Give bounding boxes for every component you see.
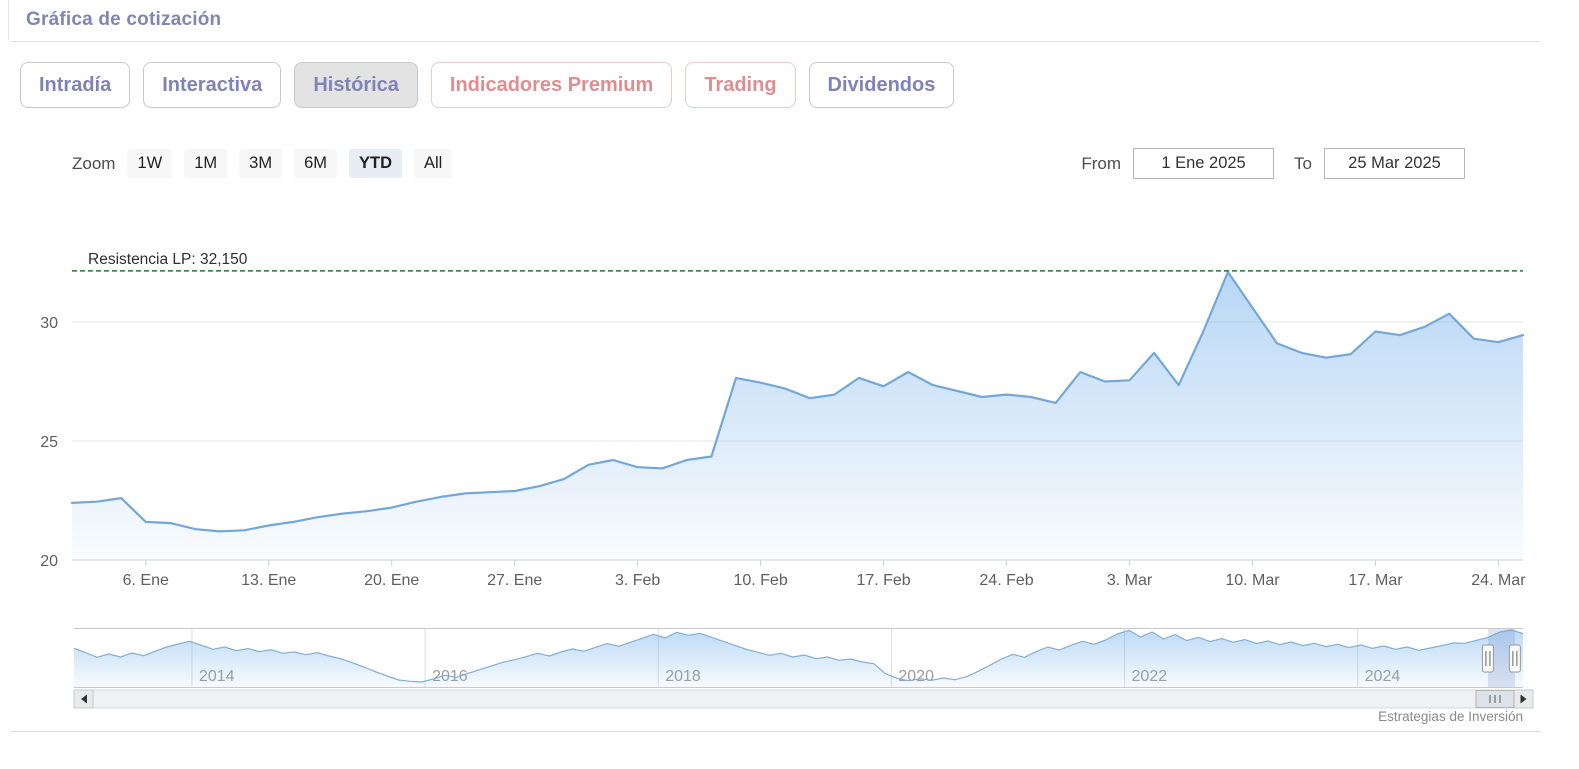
panel-edge-divider (8, 0, 9, 40)
zoom-1m-button[interactable]: 1M (184, 149, 228, 178)
x-axis-label: 10. Feb (733, 572, 787, 589)
scrollbar-right-arrow-icon (1520, 694, 1527, 704)
scrollbar-left-arrow-icon (81, 694, 87, 704)
navigator-area-series (74, 630, 1523, 687)
attribution: Estrategias de Inversión (1378, 709, 1523, 724)
price-area-series[interactable] (72, 272, 1523, 560)
tab-intradia[interactable]: Intradía (20, 62, 131, 108)
chart-tabs: Intradía Interactiva Histórica Indicador… (20, 62, 955, 108)
zoom-all-button[interactable]: All (413, 149, 453, 178)
x-axis-label: 24. Feb (979, 572, 1033, 589)
x-axis-label: 13. Ene (241, 572, 296, 589)
to-label: To (1294, 153, 1312, 173)
x-axis-label: 24. Mar (1471, 572, 1526, 589)
from-date-input[interactable] (1133, 148, 1275, 179)
bottom-divider (10, 731, 1541, 732)
tab-interactiva[interactable]: Interactiva (143, 62, 282, 108)
resistance-label: Resistencia LP: 32,150 (88, 251, 248, 268)
scrollbar-track[interactable] (73, 689, 1534, 709)
navigator-handle-right[interactable] (1508, 644, 1521, 673)
price-line-series[interactable] (70, 270, 1525, 533)
date-range-controls: From To (1081, 148, 1465, 179)
x-axis-label: 3. Feb (615, 572, 660, 589)
from-label: From (1081, 153, 1122, 173)
x-axis-label: 6. Ene (123, 572, 169, 589)
tab-indicadores-premium[interactable]: Indicadores Premium (430, 62, 673, 108)
range-selector: Zoom 1W 1M 3M 6M YTD All (72, 149, 453, 178)
tab-dividendos[interactable]: Dividendos (808, 62, 955, 108)
x-axis-label: 3. Mar (1107, 572, 1153, 589)
to-date-input[interactable] (1324, 148, 1465, 179)
zoom-label: Zoom (72, 153, 116, 173)
title-divider (10, 41, 1541, 42)
zoom-ytd-button[interactable]: YTD (348, 149, 402, 178)
y-axis-label: 20 (40, 553, 58, 570)
page-title: Gráfica de cotización (26, 9, 222, 30)
zoom-6m-button[interactable]: 6M (294, 149, 337, 178)
x-axis-label: 27. Ene (487, 572, 542, 589)
tab-historica[interactable]: Histórica (294, 62, 418, 108)
y-axis-label: 25 (40, 434, 58, 451)
y-axis-label: 30 (40, 315, 58, 332)
zoom-1w-button[interactable]: 1W (127, 149, 173, 178)
stock-price-chart: 20 25 30 6. Ene 13. Ene 20. Ene 27. Ene 3. Feb 1… (40, 251, 1534, 709)
navigator-line-series (73, 629, 1524, 683)
tab-trading[interactable]: Trading (685, 62, 796, 108)
navigator-handle-left[interactable] (1481, 644, 1494, 673)
x-axis-label: 10. Mar (1225, 572, 1280, 589)
x-axis-label: 17. Feb (856, 572, 910, 589)
zoom-3m-button[interactable]: 3M (239, 149, 283, 178)
x-axis-label: 20. Ene (364, 572, 419, 589)
x-axis-label: 17. Mar (1348, 572, 1403, 589)
